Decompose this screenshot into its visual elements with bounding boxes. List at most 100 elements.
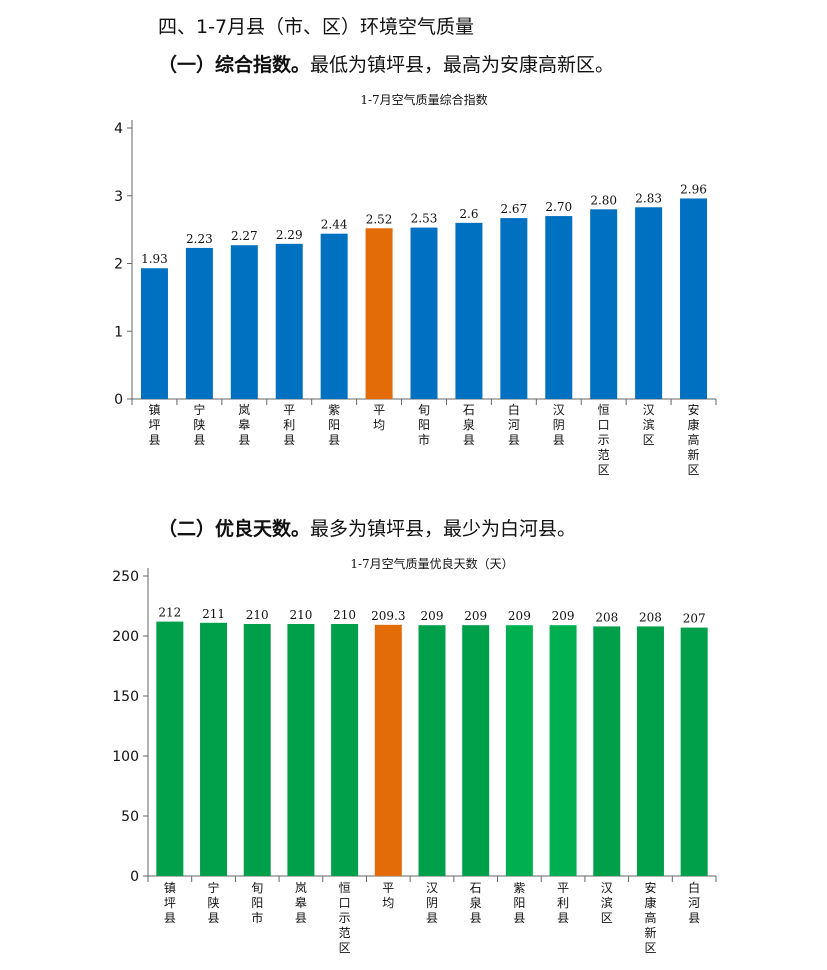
data-label: 2.53 — [411, 212, 438, 226]
data-label: 2.52 — [366, 212, 393, 226]
data-label: 2.70 — [545, 200, 572, 214]
bar — [275, 243, 303, 399]
data-label: 208 — [639, 610, 662, 624]
y-tick-label: 50 — [121, 809, 139, 825]
y-tick-label: 2 — [114, 257, 123, 273]
data-label: 210 — [333, 608, 356, 622]
data-label: 209 — [552, 609, 575, 623]
category-label: 汉阴县 — [426, 881, 438, 925]
bar — [243, 624, 271, 876]
data-label: 2.23 — [186, 232, 213, 246]
data-label: 209 — [508, 609, 531, 623]
data-label: 2.29 — [276, 228, 303, 242]
data-label: 210 — [246, 608, 269, 622]
data-label: 209 — [421, 609, 444, 623]
bar — [185, 247, 213, 399]
data-label: 2.27 — [231, 229, 258, 243]
y-tick-label: 0 — [130, 869, 139, 885]
bar — [418, 625, 446, 876]
data-label: 207 — [683, 612, 706, 626]
bar — [331, 624, 359, 876]
data-label: 2.83 — [635, 191, 662, 205]
page-heading: 四、1-7月县（市、区）环境空气质量 — [158, 16, 475, 38]
y-tick-label: 4 — [114, 121, 123, 137]
category-label: 旬阳市 — [251, 881, 263, 925]
y-tick-label: 1 — [114, 324, 123, 340]
category-label: 平均 — [373, 403, 385, 432]
category-label: 石泉县 — [463, 403, 475, 447]
bar — [680, 198, 708, 399]
category-label: 旬阳市 — [418, 403, 430, 447]
category-label: 镇坪县 — [164, 881, 176, 925]
data-label: 2.96 — [680, 182, 707, 196]
bar — [593, 626, 621, 876]
section2-label: （二）优良天数。 — [158, 518, 311, 540]
data-label: 208 — [595, 610, 618, 624]
bar — [500, 218, 528, 399]
bar — [200, 622, 228, 876]
category-label: 宁陕县 — [208, 880, 220, 925]
bar — [680, 627, 708, 876]
bar — [230, 245, 258, 399]
data-label: 2.6 — [459, 207, 478, 221]
y-tick-label: 3 — [114, 189, 123, 205]
category-label: 安康高新区 — [644, 880, 656, 955]
y-tick-label: 200 — [112, 629, 139, 645]
bar — [320, 233, 348, 399]
data-label: 210 — [289, 608, 312, 622]
data-label: 2.44 — [321, 218, 348, 232]
bar — [365, 228, 393, 399]
bar — [505, 625, 533, 876]
category-label: 恒口示范区 — [598, 403, 610, 477]
category-label: 石泉县 — [470, 881, 482, 925]
category-label: 安康高新区 — [688, 402, 700, 477]
y-tick-label: 250 — [112, 569, 139, 585]
bar — [462, 625, 490, 876]
y-tick-label: 100 — [112, 749, 139, 765]
data-label: 209 — [464, 609, 487, 623]
category-label: 白河县 — [688, 880, 700, 925]
section2-body: 最多为镇坪县，最少为白河县。 — [310, 518, 577, 540]
category-label: 镇坪县 — [148, 403, 160, 447]
category-label: 汉滨区 — [643, 403, 655, 447]
category-label: 岚皋县 — [295, 881, 307, 925]
data-label: 209.3 — [371, 609, 405, 623]
bar — [636, 626, 664, 876]
bar — [455, 222, 483, 399]
category-label: 恒口示范区 — [339, 881, 351, 955]
chart-title: 1-7月空气质量优良天数（天） — [350, 556, 513, 571]
category-label: 白河县 — [508, 402, 520, 447]
bar — [140, 268, 168, 399]
category-label: 平利县 — [557, 881, 569, 925]
bar — [545, 216, 573, 399]
bar — [590, 209, 618, 399]
category-label: 平均 — [382, 881, 394, 910]
data-label: 2.80 — [590, 193, 617, 207]
section1-label: （一）综合指数。 — [158, 54, 311, 76]
data-label: 2.67 — [500, 202, 527, 216]
category-label: 紫阳县 — [328, 403, 340, 447]
bar — [549, 625, 577, 876]
chart-title: 1-7月空气质量综合指数 — [360, 92, 487, 107]
y-tick-label: 150 — [112, 689, 139, 705]
bar — [287, 624, 315, 876]
category-label: 岚皋县 — [238, 403, 250, 447]
bar — [635, 207, 663, 399]
category-label: 汉滨区 — [601, 881, 613, 925]
data-label: 211 — [202, 607, 225, 621]
category-label: 紫阳县 — [513, 881, 525, 925]
composite-index-chart: 1-7月空气质量综合指数 0 1 2 3 4 1.93 镇坪县 2.23 宁陕县 2.27 岚皋县 2.… — [114, 92, 717, 477]
category-label: 平利县 — [283, 403, 295, 447]
bar — [156, 621, 184, 876]
section1-text: （一）综合指数。最低为镇坪县，最高为安康高新区。 — [158, 50, 614, 77]
section1-body: 最低为镇坪县，最高为安康高新区。 — [310, 54, 615, 76]
y-tick-label: 0 — [114, 392, 123, 408]
category-label: 宁陕县 — [193, 402, 205, 447]
bar — [410, 227, 438, 399]
data-label: 212 — [158, 606, 181, 620]
category-label: 汉阴县 — [553, 403, 565, 447]
data-label: 1.93 — [141, 252, 168, 266]
bar — [374, 624, 402, 876]
section2-text: （二）优良天数。最多为镇坪县，最少为白河县。 — [158, 514, 576, 541]
